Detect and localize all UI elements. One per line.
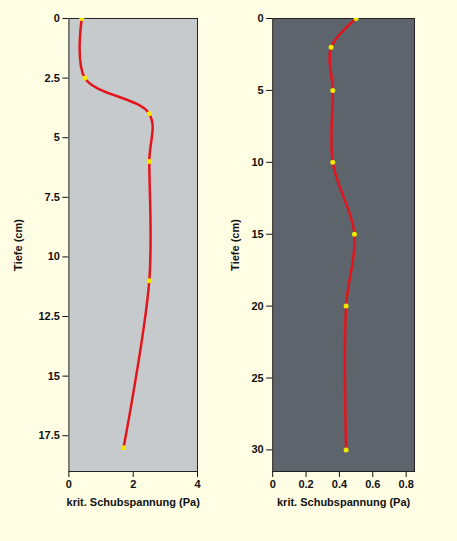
svg-text:5: 5 bbox=[54, 131, 60, 143]
svg-text:0.2: 0.2 bbox=[298, 478, 313, 490]
svg-text:10: 10 bbox=[251, 156, 263, 168]
svg-text:7.5: 7.5 bbox=[45, 191, 60, 203]
svg-text:0.8: 0.8 bbox=[399, 478, 414, 490]
svg-text:Tiefe (cm): Tiefe (cm) bbox=[229, 219, 241, 271]
svg-text:0: 0 bbox=[66, 478, 72, 490]
svg-text:0.4: 0.4 bbox=[332, 478, 348, 490]
svg-text:10: 10 bbox=[48, 250, 60, 262]
svg-text:30: 30 bbox=[251, 443, 263, 455]
svg-text:2.5: 2.5 bbox=[45, 72, 60, 84]
svg-text:2: 2 bbox=[130, 478, 136, 490]
svg-text:5: 5 bbox=[258, 84, 264, 96]
svg-text:20: 20 bbox=[251, 300, 263, 312]
svg-text:25: 25 bbox=[251, 372, 263, 384]
svg-text:0: 0 bbox=[54, 12, 60, 24]
svg-text:Tiefe (cm): Tiefe (cm) bbox=[12, 219, 24, 271]
svg-text:krit. Schubspannung (Pa): krit. Schubspannung (Pa) bbox=[277, 496, 411, 508]
svg-text:krit. Schubspannung (Pa): krit. Schubspannung (Pa) bbox=[67, 496, 201, 508]
svg-text:0: 0 bbox=[258, 12, 264, 24]
svg-text:17.5: 17.5 bbox=[38, 429, 59, 441]
svg-text:12.5: 12.5 bbox=[38, 310, 59, 322]
svg-text:4: 4 bbox=[194, 478, 201, 490]
svg-text:0.6: 0.6 bbox=[365, 478, 380, 490]
svg-text:15: 15 bbox=[48, 370, 60, 382]
svg-text:15: 15 bbox=[251, 228, 263, 240]
svg-text:0: 0 bbox=[270, 478, 276, 490]
